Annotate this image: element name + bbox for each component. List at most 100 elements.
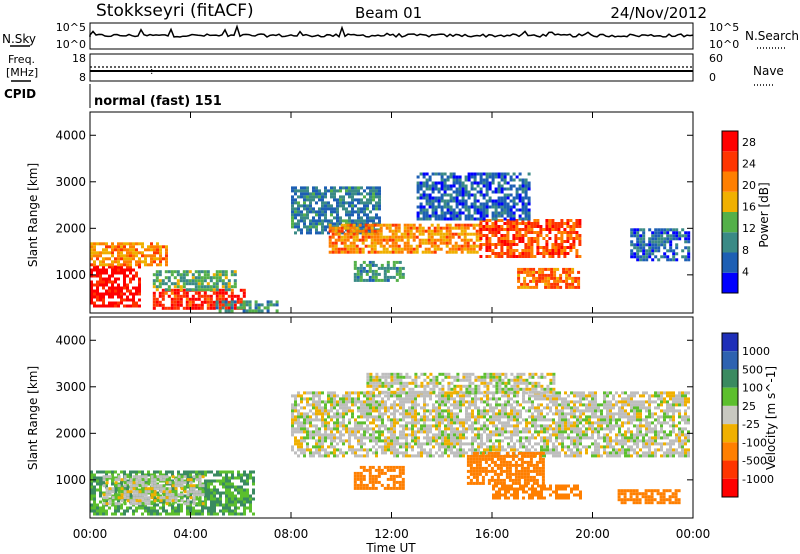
velocity-cell xyxy=(90,470,93,474)
power-cell xyxy=(266,303,270,307)
velocity-cell xyxy=(453,442,456,446)
power-cell xyxy=(203,273,207,277)
power-cell xyxy=(460,223,464,227)
power-cell xyxy=(236,294,240,298)
power-cell xyxy=(470,205,474,209)
velocity-cell xyxy=(291,430,294,434)
velocity-cell xyxy=(435,412,438,416)
velocity-cell xyxy=(309,418,312,422)
power-cell xyxy=(363,213,366,217)
power-cell xyxy=(500,234,504,237)
power-cell xyxy=(506,225,510,228)
power-cell xyxy=(548,249,552,252)
velocity-cell xyxy=(495,403,498,407)
power-cell xyxy=(165,251,168,255)
velocity-cell xyxy=(129,473,132,477)
velocity-cell xyxy=(318,433,321,437)
power-cell xyxy=(397,226,401,230)
power-cell xyxy=(294,186,297,190)
power-cell xyxy=(306,213,309,217)
power-cell xyxy=(188,288,192,292)
power-cell xyxy=(527,240,531,243)
velocity-cell xyxy=(144,482,147,486)
power-cell xyxy=(303,201,306,205)
power-cell xyxy=(111,254,114,258)
power-cell xyxy=(242,288,246,292)
power-cell xyxy=(385,226,389,230)
power-cell xyxy=(309,192,312,196)
velocity-cell xyxy=(228,470,231,474)
power-cell xyxy=(452,172,456,176)
velocity-cell xyxy=(309,430,312,434)
velocity-cell xyxy=(531,400,534,404)
velocity-cell xyxy=(537,442,540,446)
power-cell xyxy=(233,300,237,304)
velocity-cell xyxy=(210,470,213,474)
velocity-cell xyxy=(246,497,249,501)
power-cell xyxy=(466,247,470,251)
velocity-cell xyxy=(486,397,489,401)
power-cell xyxy=(120,298,123,302)
velocity-cell xyxy=(339,430,342,434)
power-cell xyxy=(412,232,416,236)
velocity-cell xyxy=(336,454,339,458)
velocity-cell xyxy=(165,475,169,479)
power-cell xyxy=(132,257,135,261)
power-cell xyxy=(681,234,685,238)
power-cell xyxy=(425,217,429,221)
velocity-cell xyxy=(405,397,408,401)
velocity-cell xyxy=(303,430,306,434)
power-cell xyxy=(379,235,383,239)
velocity-cell xyxy=(303,412,306,416)
velocity-cell xyxy=(384,400,387,404)
power-cell xyxy=(476,181,480,185)
velocity-cell xyxy=(453,418,456,422)
power-cell xyxy=(687,255,691,259)
freq-tick-top: 18 xyxy=(72,52,86,65)
power-cell xyxy=(657,249,661,253)
power-cell xyxy=(336,213,339,217)
velocity-cell xyxy=(537,412,540,416)
velocity-cell xyxy=(576,436,579,440)
power-cell xyxy=(170,282,174,286)
power-cell xyxy=(346,232,350,236)
power-cell xyxy=(291,204,294,208)
power-cell xyxy=(155,285,159,289)
power-cell xyxy=(321,198,324,202)
velocity-cell xyxy=(450,403,453,407)
power-cell xyxy=(105,268,108,272)
velocity-cell xyxy=(90,497,93,501)
power-cell xyxy=(545,234,549,237)
power-cell xyxy=(355,235,359,239)
power-cell xyxy=(446,205,450,209)
power-cell xyxy=(392,260,396,264)
power-cell xyxy=(515,243,519,246)
power-cell xyxy=(303,186,306,190)
power-cell xyxy=(248,306,252,310)
power-cell xyxy=(132,295,135,299)
power-cell xyxy=(544,282,548,286)
velocity-cell xyxy=(150,484,154,488)
velocity-cell xyxy=(528,409,531,413)
velocity-cell xyxy=(231,500,234,504)
velocity-cell xyxy=(390,442,393,446)
power-cell xyxy=(245,303,249,307)
power-cell xyxy=(449,196,453,200)
power-cell xyxy=(548,252,552,255)
velocity-cell xyxy=(192,493,196,497)
power-cell xyxy=(542,255,546,258)
power-cell xyxy=(479,193,483,197)
velocity-cell xyxy=(168,503,171,507)
velocity-cell xyxy=(375,400,378,404)
velocity-cell xyxy=(450,412,453,416)
power-cell xyxy=(354,210,357,214)
velocity-cell xyxy=(528,397,531,401)
velocity-cell xyxy=(147,487,151,491)
velocity-cell xyxy=(393,409,396,413)
power-cell xyxy=(440,199,444,203)
power-cell xyxy=(147,254,150,258)
power-cell xyxy=(90,271,93,275)
velocity-cell xyxy=(381,397,384,401)
velocity-cell xyxy=(456,415,459,419)
velocity-cell xyxy=(396,409,399,413)
